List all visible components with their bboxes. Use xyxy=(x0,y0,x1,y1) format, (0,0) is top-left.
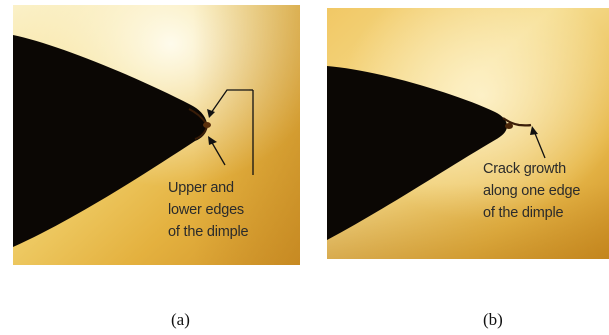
annotation-line: of the dimple xyxy=(483,205,564,221)
specimen-wedge xyxy=(13,35,208,247)
annotation-b: Crack growth along one edge of the dimpl… xyxy=(483,158,580,224)
specimen-wedge xyxy=(327,66,507,240)
arrow-upper-edge xyxy=(207,89,249,118)
annotation-line: along one edge xyxy=(483,183,581,199)
arrow-lower-edge xyxy=(208,136,226,166)
micrograph-image-a xyxy=(13,5,300,265)
caption-a: (a) xyxy=(171,310,190,329)
annotation-a: Upper and lower edges of the dimple xyxy=(168,177,249,243)
arrow-crack xyxy=(530,126,546,159)
caption-b: (b) xyxy=(483,310,503,329)
micrograph-image-b xyxy=(327,8,609,259)
annotation-line: lower edges xyxy=(168,202,244,218)
annotation-line: Crack growth xyxy=(483,161,567,177)
annotation-line: of the dimple xyxy=(168,224,249,240)
micrograph-panel-a: Upper and lower edges of the dimple xyxy=(13,5,300,265)
annotation-line: Upper and xyxy=(168,180,234,196)
bracket-line xyxy=(249,89,254,175)
micrograph-panel-b: Crack growth along one edge of the dimpl… xyxy=(327,8,609,259)
